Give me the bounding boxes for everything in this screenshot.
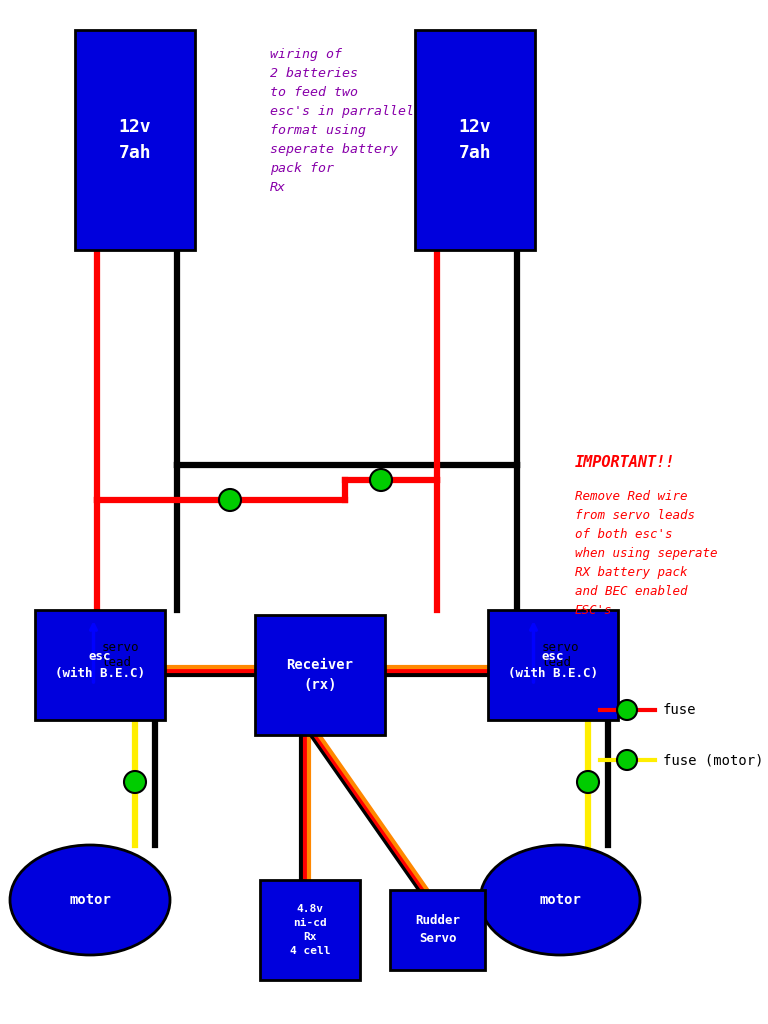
Circle shape xyxy=(124,771,146,793)
Bar xyxy=(488,610,618,720)
Text: servo
lead: servo lead xyxy=(101,641,139,669)
Ellipse shape xyxy=(480,845,640,955)
Text: IMPORTANT!!: IMPORTANT!! xyxy=(575,455,675,470)
Text: Rudder
Servo: Rudder Servo xyxy=(415,914,460,945)
Bar xyxy=(255,615,385,735)
Text: 12v
7ah: 12v 7ah xyxy=(119,119,151,162)
Circle shape xyxy=(617,700,637,720)
Text: wiring of
2 batteries
to feed two
esc's in parrallel
format using
seperate batte: wiring of 2 batteries to feed two esc's … xyxy=(270,48,414,194)
Text: esc
(with B.E.C): esc (with B.E.C) xyxy=(508,649,598,681)
Circle shape xyxy=(219,489,241,511)
Bar xyxy=(75,30,195,250)
Circle shape xyxy=(617,750,637,770)
Text: motor: motor xyxy=(539,893,581,907)
Text: esc
(with B.E.C): esc (with B.E.C) xyxy=(55,649,145,681)
Bar xyxy=(390,890,485,970)
Bar xyxy=(260,880,360,980)
Text: Remove Red wire
from servo leads
of both esc's
when using seperate
RX battery pa: Remove Red wire from servo leads of both… xyxy=(575,490,717,617)
Bar xyxy=(35,610,165,720)
Text: fuse: fuse xyxy=(663,703,697,717)
Circle shape xyxy=(370,469,392,490)
Circle shape xyxy=(577,771,599,793)
Text: Receiver
(rx): Receiver (rx) xyxy=(286,658,353,692)
Text: 4.8v
ni-cd
Rx
4 cell: 4.8v ni-cd Rx 4 cell xyxy=(290,904,330,956)
Text: fuse (motor): fuse (motor) xyxy=(663,753,763,767)
Ellipse shape xyxy=(10,845,170,955)
Text: servo
lead: servo lead xyxy=(541,641,579,669)
Text: 12v
7ah: 12v 7ah xyxy=(458,119,492,162)
Text: motor: motor xyxy=(69,893,111,907)
Bar xyxy=(415,30,535,250)
